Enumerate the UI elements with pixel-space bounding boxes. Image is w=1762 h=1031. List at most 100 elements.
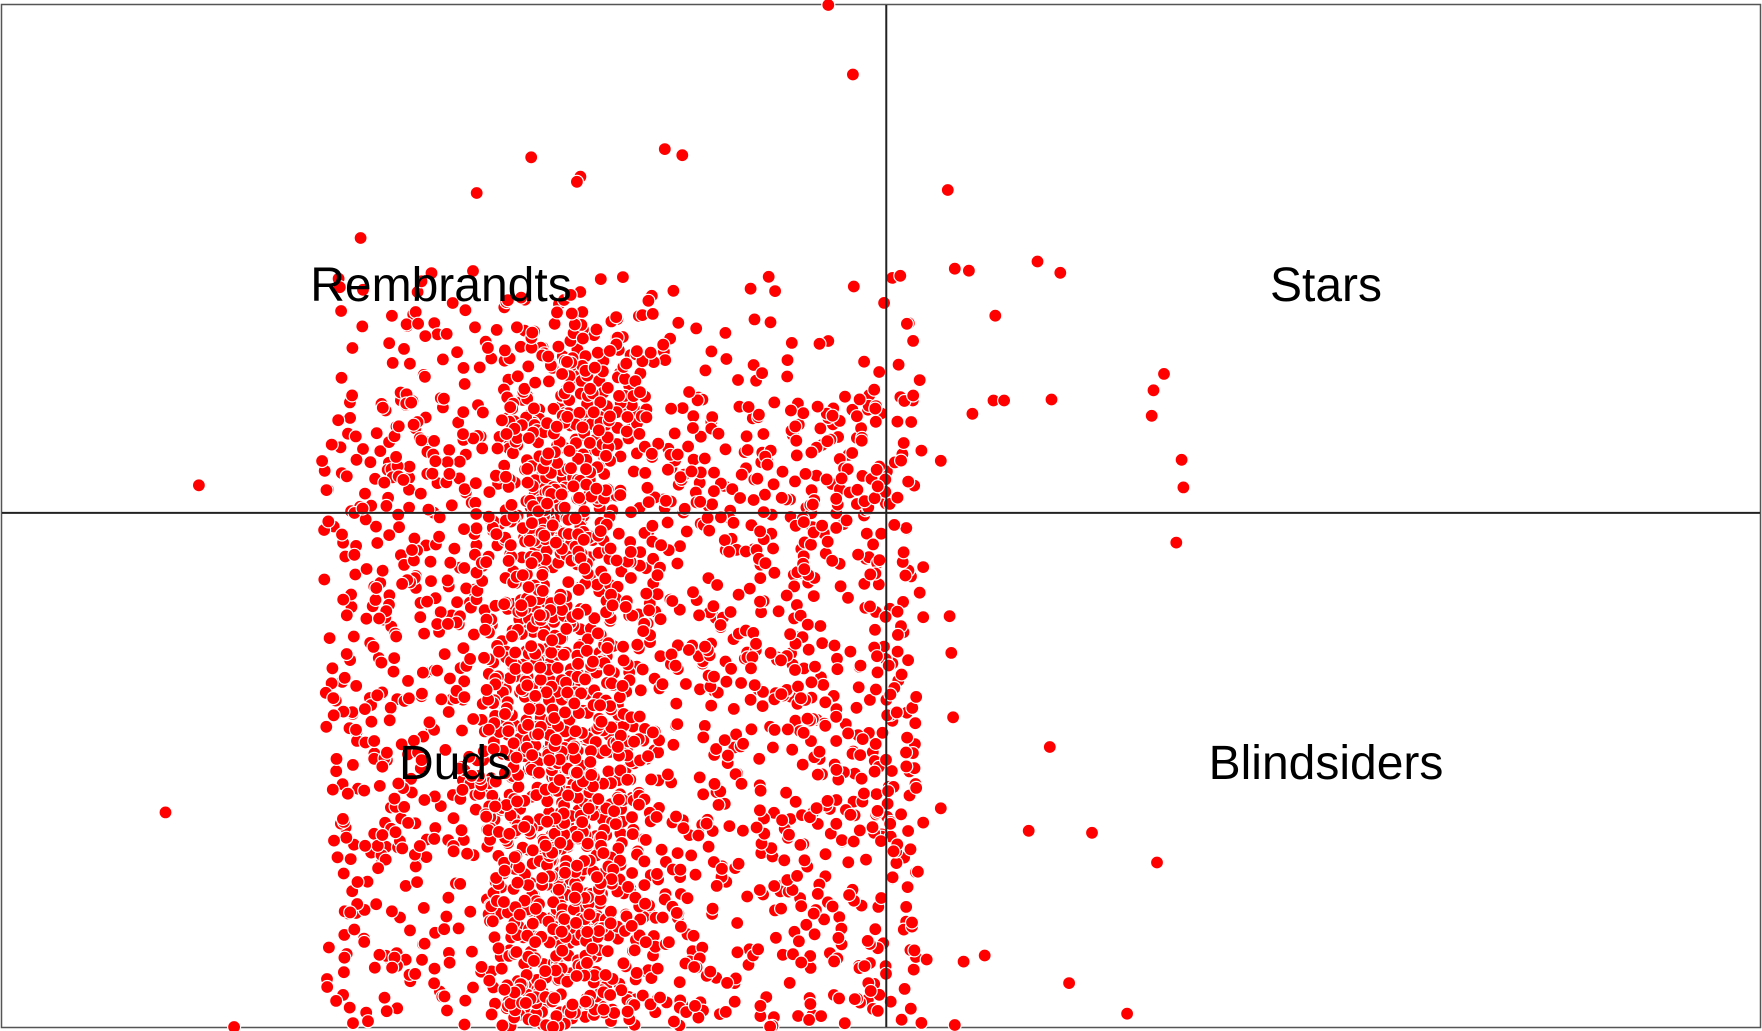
scatter-point [600,944,615,959]
scatter-point [785,742,800,757]
scatter-point [805,497,820,512]
scatter-point [820,434,835,449]
scatter-point [766,477,781,492]
scatter-point [539,496,555,511]
scatter-point [721,544,737,559]
scatter-point [640,749,656,764]
scatter-point [336,866,351,881]
scatter-point [631,797,647,812]
scatter-point [368,592,383,608]
scatter-point [658,353,673,368]
scatter-point [846,834,861,849]
scatter-point [546,895,561,910]
scatter-point [334,527,350,542]
scatter-point [319,719,334,734]
scatter-point [671,315,686,330]
scatter-point [636,623,651,639]
scatter-point [518,995,533,1011]
scatter-point [446,844,461,859]
scatter-point [697,718,712,734]
scatter-point [787,662,803,678]
scatter-point [890,604,905,619]
scatter-point [944,645,959,661]
scatter-point [854,771,869,786]
scatter-point [485,914,500,929]
scatter-point [840,590,856,605]
scatter-point [406,417,421,432]
scatter-point [611,792,627,807]
scatter-point [623,570,639,586]
scatter-point [899,316,915,331]
scatter-point [457,376,472,392]
scatter-point [420,594,435,609]
scatter-point [440,573,455,588]
scatter-point [754,366,770,381]
scatter-point [592,698,608,713]
scatter-point [834,832,850,848]
scatter-point [455,782,470,797]
scatter-point [489,322,504,337]
scatter-point [593,395,608,410]
scatter-point [859,526,874,541]
scatter-point [432,510,447,525]
scatter-point [743,281,758,296]
scatter-point [672,975,687,990]
scatter-point [797,562,812,577]
scatter-point [783,403,799,418]
scatter-point [324,437,339,452]
scatter-point [479,554,494,570]
scatter-point [708,741,724,757]
scatter-point [856,354,872,369]
scatter-point [321,940,336,955]
scatter-point [497,706,513,722]
scatter-point [329,751,344,767]
scatter-point [345,757,360,773]
scatter-point [793,837,808,853]
scatter-point [603,987,618,1003]
scatter-point [767,722,782,738]
scatter-point [908,716,923,731]
scatter-point [806,588,821,604]
scatter-point [568,915,584,931]
scatter-point [369,580,384,596]
scatter-point [629,344,645,359]
scatter-point [692,770,707,785]
scatter-point [326,833,342,848]
scatter-point [373,444,388,459]
scatter-point [742,581,757,596]
scatter-point [424,266,439,281]
scatter-point [469,521,484,536]
scatter-point [799,917,814,932]
scatter-point [522,701,537,717]
scatter-point [359,561,374,577]
scatter-point [771,604,786,619]
scatter-point [704,698,719,713]
scatter-point [857,958,872,974]
scatter-point [463,904,478,919]
scatter-point [481,722,496,737]
scatter-point [465,980,481,995]
scatter-point [747,677,762,693]
scatter-point [369,426,384,441]
scatter-point [696,730,711,745]
scatter-point [713,617,728,633]
scatter-point [849,409,865,424]
scatter-point [889,705,904,720]
scatter-point [678,676,694,692]
scatter-point [1119,1006,1135,1021]
scatter-point [401,691,416,706]
scatter-point [570,606,586,622]
scatter-point [894,1012,909,1027]
scatter-point [553,835,568,851]
scatter-point [350,874,365,890]
scatter-point [582,435,597,450]
scatter-point [804,445,819,460]
scatter-point [391,776,406,791]
scatter-point [881,658,896,673]
scatter-point [567,696,582,711]
scatter-point [532,608,547,623]
scatter-point [514,598,529,613]
scatter-point [1042,739,1057,755]
scatter-point [868,736,883,752]
scatter-point [868,922,883,937]
